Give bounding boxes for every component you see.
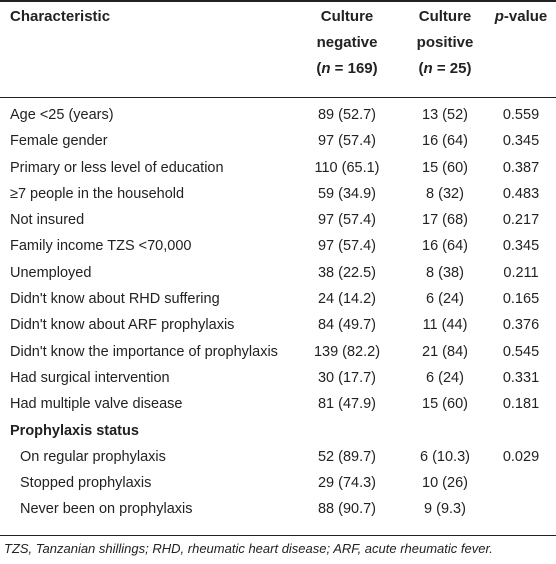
table-body: Age <25 (years) 89 (52.7) 13 (52) 0.559 Fema… — [0, 104, 556, 525]
culture-negative-cell: 84 (49.7) — [317, 317, 377, 334]
culture-negative-cell: 89 (52.7) — [317, 107, 377, 123]
p-value-cell: 0.211 — [503, 264, 539, 281]
culture-negative-cell: 110 (65.1) — [314, 159, 380, 176]
row-label: Had multiple valve disease — [10, 396, 183, 413]
culture-negative-cell: 88 (90.7) — [317, 501, 377, 518]
table-header: Characteristic Culture negative (n = 169… — [0, 0, 556, 97]
table-row: Not insured 97 (57.4) 17 (68) 0.217 — [0, 209, 556, 235]
header-pos-n: (n = 25) — [418, 60, 472, 77]
row-label: Stopped prophylaxis — [20, 475, 152, 492]
culture-negative-cell: 97 (57.4) — [317, 238, 377, 255]
row-label: Not insured — [10, 212, 85, 229]
table-row: Didn't know about RHD suffering 24 (14.2)… — [0, 288, 556, 314]
p-value-cell: 0.165 — [502, 291, 540, 308]
culture-positive-cell: 6 (10.3) — [420, 448, 470, 465]
header-culture-negative: Culture negative (n = 169) — [292, 4, 402, 82]
culture-positive-cell: 9 (9.3) — [424, 501, 466, 518]
culture-positive-cell: 21 (84) — [422, 343, 468, 360]
culture-positive-cell: 11 (44) — [422, 317, 468, 334]
p-value-cell: 0.029 — [502, 448, 540, 465]
header-neg-line2: negative — [316, 34, 378, 51]
row-label: Didn't know about ARF prophylaxis — [10, 317, 235, 334]
culture-negative-cell: 24 (14.2) — [317, 291, 377, 308]
header-p-value: p-value — [494, 8, 548, 25]
culture-positive-cell: 17 (68) — [422, 212, 468, 229]
culture-negative-cell: 52 (89.7) — [317, 448, 377, 465]
culture-negative-cell: 97 (57.4) — [317, 212, 377, 229]
table-row: ≥7 people in the household 59 (34.9) 8 (32… — [0, 183, 556, 209]
table-footnote: TZS, Tanzanian shillings; RHD, rheumatic… — [4, 541, 493, 556]
p-value-cell: 0.483 — [502, 185, 540, 202]
table-row: Had surgical intervention 30 (17.7) 6 (24)… — [0, 367, 556, 393]
row-label: ≥7 people in the household — [10, 185, 185, 202]
p-value-cell: 0.387 — [502, 159, 540, 176]
table-row: Family income TZS <70,000 97 (57.4) 16 (64… — [0, 235, 556, 261]
table-row: Age <25 (years) 89 (52.7) 13 (52) 0.559 — [0, 104, 556, 130]
p-value-cell: 0.559 — [502, 107, 540, 123]
culture-positive-cell: 10 (26) — [422, 475, 468, 492]
p-value-cell: 0.376 — [502, 317, 540, 334]
culture-negative-cell: 38 (22.5) — [317, 264, 377, 281]
culture-positive-cell: 16 (64) — [422, 238, 468, 255]
table-row: Prophylaxis status — [0, 420, 556, 446]
top-rule — [0, 0, 556, 2]
header-culture-positive: Culture positive (n = 25) — [405, 4, 485, 82]
culture-positive-cell: 15 (60) — [422, 396, 468, 413]
culture-negative-cell: 29 (74.3) — [317, 475, 377, 492]
culture-positive-cell: 8 (32) — [426, 185, 464, 202]
row-label: Didn't know the importance of prophylaxi… — [10, 343, 278, 360]
header-pos-line1: Culture — [418, 8, 472, 25]
culture-positive-cell: 6 (24) — [426, 369, 464, 386]
row-label: Female gender — [10, 133, 108, 150]
row-label: Prophylaxis status — [10, 422, 139, 439]
row-label: Had surgical intervention — [10, 369, 170, 386]
p-value-cell: 0.331 — [502, 369, 540, 386]
row-label: Primary or less level of education — [10, 159, 224, 176]
table-row: On regular prophylaxis 52 (89.7) 6 (10.3) 0… — [0, 446, 556, 472]
header-neg-line1: Culture — [320, 8, 374, 25]
culture-positive-cell: 15 (60) — [422, 159, 468, 176]
row-label: Age <25 (years) — [10, 107, 114, 123]
table-row: Had multiple valve disease 81 (47.9) 15 (6… — [0, 393, 556, 419]
p-value-cell: 0.345 — [502, 133, 540, 150]
table-row: Didn't know the importance of prophylaxi… — [0, 341, 556, 367]
row-label: Family income TZS <70,000 — [10, 238, 192, 255]
header-pos-line2: positive — [416, 34, 474, 51]
culture-positive-cell: 13 (52) — [422, 107, 468, 123]
culture-positive-cell: 16 (64) — [422, 133, 468, 150]
row-label: Never been on prophylaxis — [20, 501, 193, 518]
p-value-cell: 0.181 — [502, 396, 540, 413]
row-label: On regular prophylaxis — [20, 448, 166, 465]
table-row: Female gender 97 (57.4) 16 (64) 0.345 — [0, 130, 556, 156]
culture-negative-cell: 30 (17.7) — [317, 369, 377, 386]
row-label: Unemployed — [10, 264, 92, 281]
header-characteristic: Characteristic — [10, 8, 111, 25]
p-value-cell: 0.345 — [502, 238, 540, 255]
table-row: Unemployed 38 (22.5) 8 (38) 0.211 — [0, 262, 556, 288]
culture-positive-cell: 6 (24) — [426, 291, 464, 308]
table-row: Never been on prophylaxis 88 (90.7) 9 (9.3… — [0, 498, 556, 524]
culture-negative-cell: 97 (57.4) — [317, 133, 377, 150]
culture-negative-cell: 81 (47.9) — [317, 396, 377, 413]
row-label: Didn't know about RHD suffering — [10, 291, 220, 308]
header-rule — [0, 97, 556, 98]
table-row: Stopped prophylaxis 29 (74.3) 10 (26) — [0, 472, 556, 498]
bottom-rule — [0, 535, 556, 536]
culture-negative-cell: 139 (82.2) — [313, 343, 381, 360]
culture-positive-cell: 8 (38) — [426, 264, 464, 281]
culture-negative-cell: 59 (34.9) — [317, 185, 377, 202]
table-row: Didn't know about ARF prophylaxis 84 (49.… — [0, 314, 556, 340]
table-row: Primary or less level of education 110 (6… — [0, 157, 556, 183]
p-value-cell: 0.217 — [502, 212, 540, 229]
header-neg-n: (n = 169) — [316, 60, 378, 77]
p-value-cell: 0.545 — [502, 343, 540, 360]
